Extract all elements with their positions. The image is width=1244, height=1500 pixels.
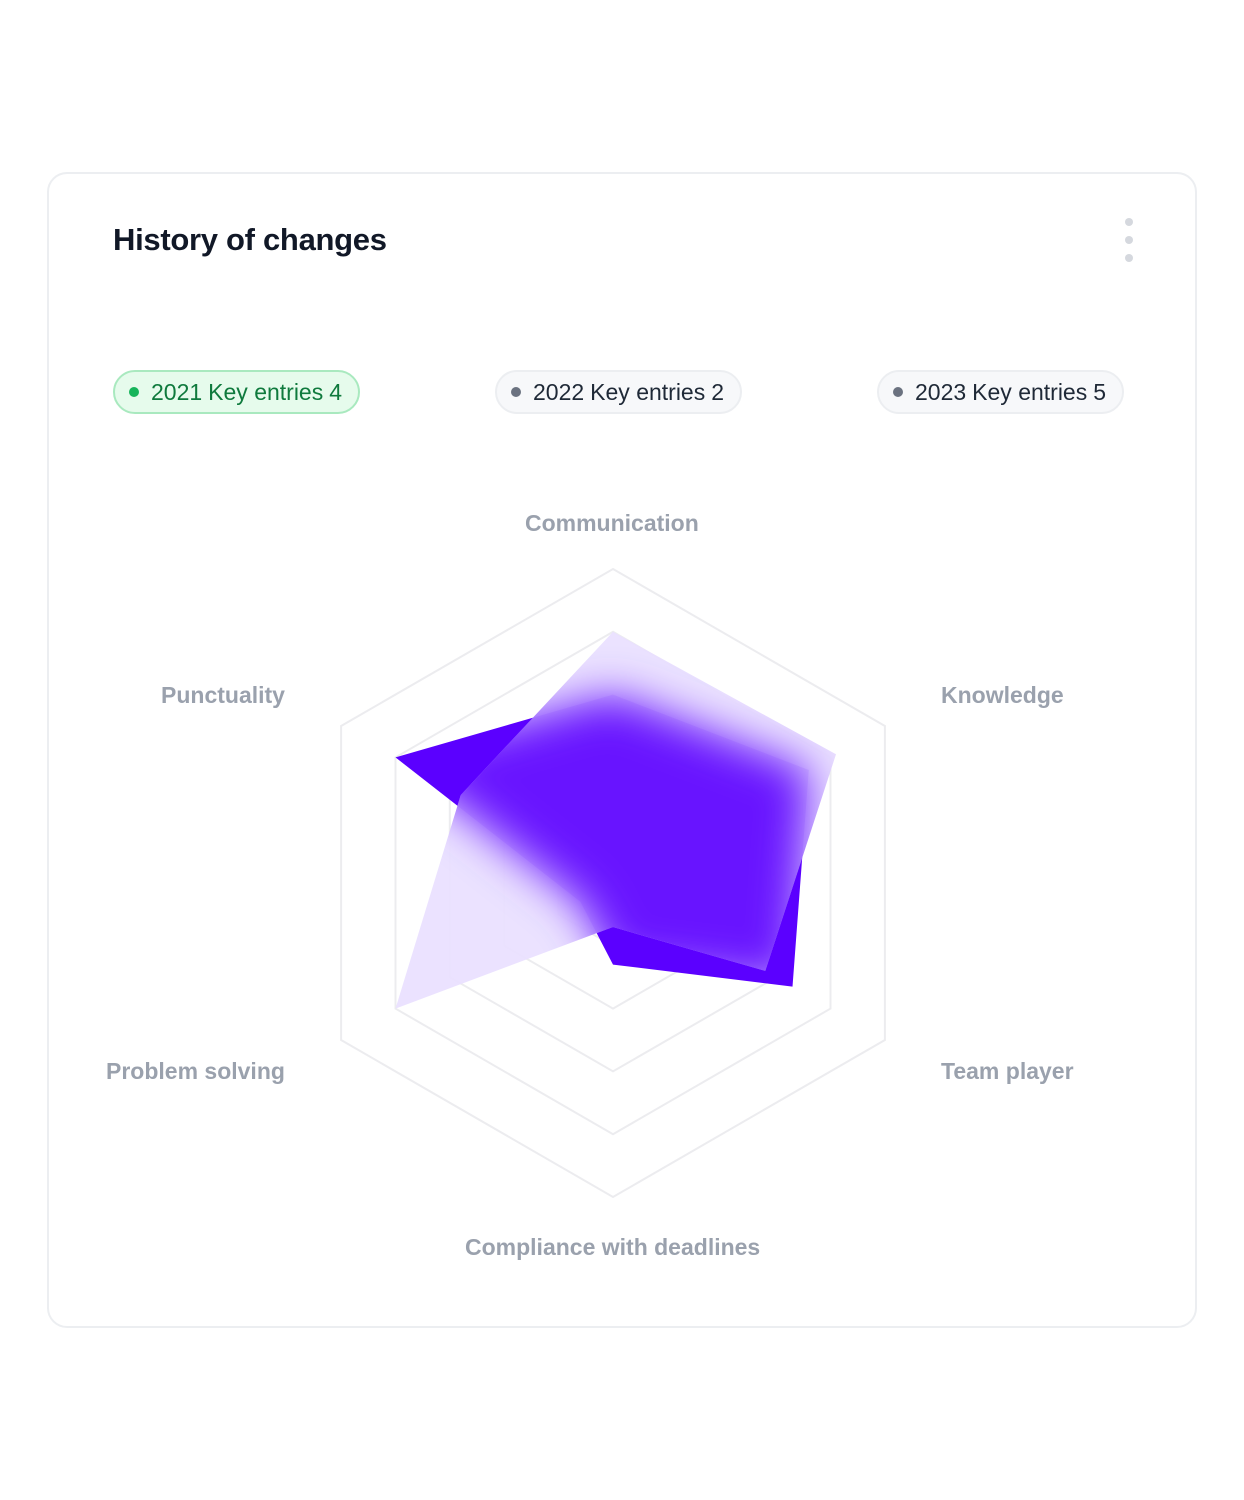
year-filter-label: 2022 Key entries 2 [533, 378, 725, 405]
card-title: History of changes [113, 222, 387, 257]
menu-dot [1125, 254, 1133, 262]
status-dot-icon [511, 387, 521, 397]
radar-overlap-blur [395, 694, 809, 987]
year-filter-2021[interactable]: 2021 Key entries 4 [113, 370, 361, 414]
status-dot-icon [129, 387, 139, 397]
axis-label-punctuality: Punctuality [161, 682, 285, 708]
radar-series-primary-blurred [395, 694, 809, 987]
year-filter-label: 2021 Key entries 4 [151, 378, 343, 405]
status-dot-icon [893, 387, 903, 397]
axis-label-communication: Communication [525, 510, 699, 536]
axis-label-compliance-with-deadlines: Compliance with deadlines [465, 1234, 761, 1260]
axis-label-team-player: Team player [941, 1058, 1074, 1084]
radar-grid-ring [340, 567, 886, 1199]
more-vertical-icon[interactable] [1117, 218, 1141, 262]
radar-chart [340, 567, 886, 1199]
year-filter-2022[interactable]: 2022 Key entries 2 [495, 370, 743, 414]
axis-label-knowledge: Knowledge [941, 682, 1064, 708]
year-filter-2023[interactable]: 2023 Key entries 5 [877, 370, 1125, 414]
history-card: History of changes 2021 Key entries 4 2022… [47, 172, 1197, 1328]
menu-dot [1125, 236, 1133, 244]
year-filter-label: 2023 Key entries 5 [915, 378, 1107, 405]
menu-dot [1125, 218, 1133, 226]
axis-label-problem-solving: Problem solving [106, 1058, 285, 1084]
